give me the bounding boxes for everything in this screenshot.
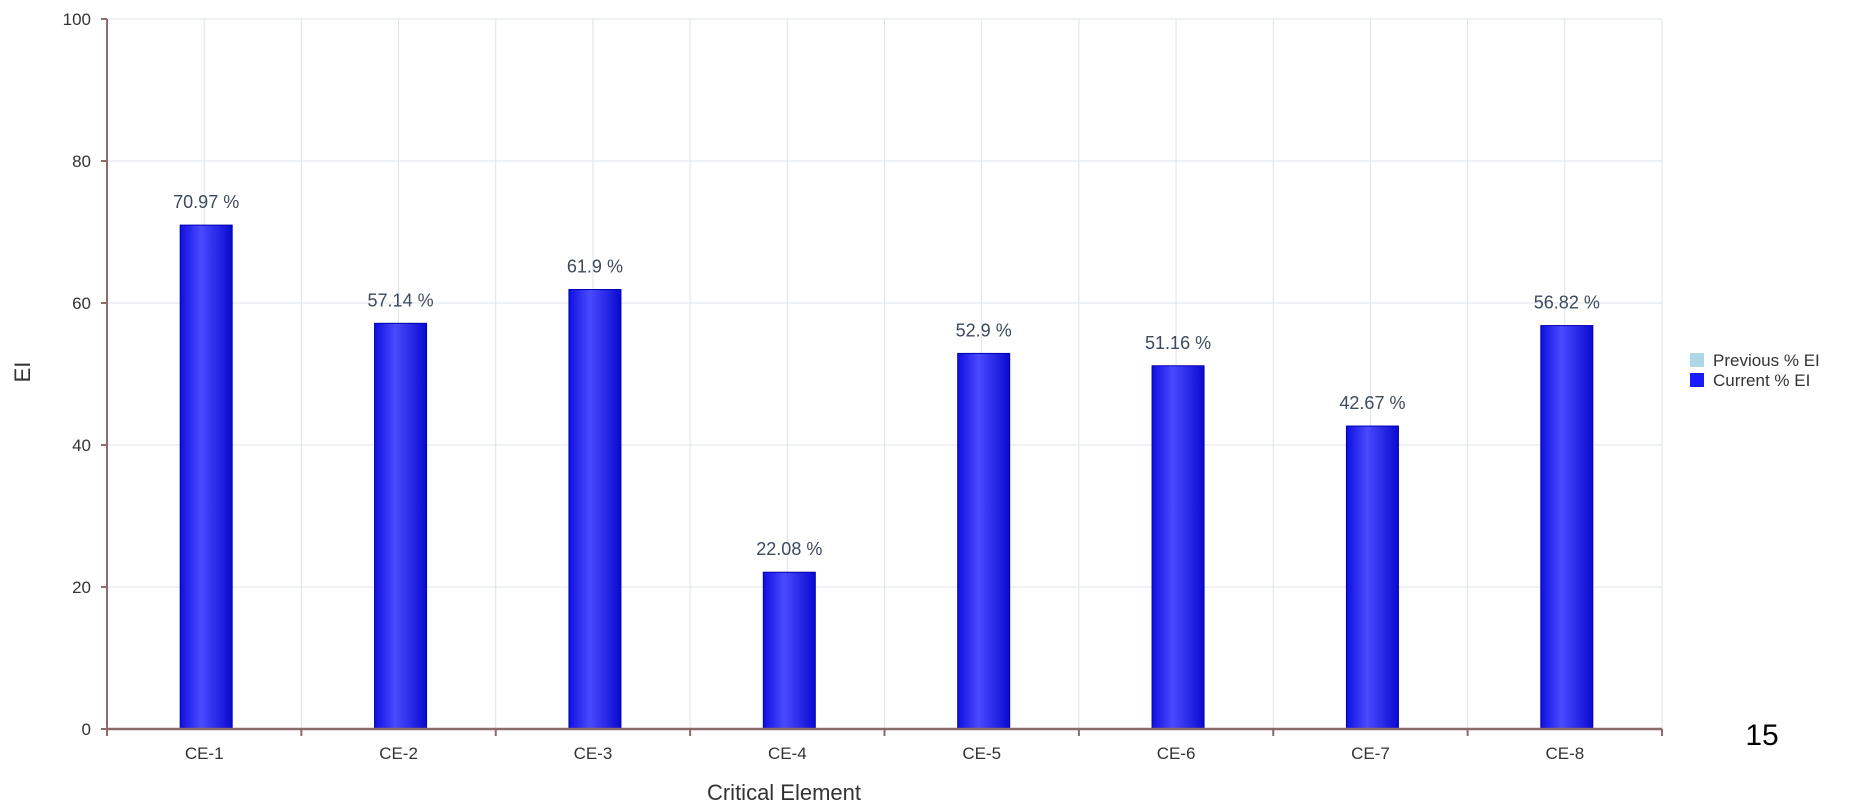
bar-ce-5[interactable] [957,352,1011,730]
y-tick-label: 100 [63,10,91,29]
bar-ce-4[interactable] [762,571,816,730]
data-label-ce-7: 42.67 % [1339,393,1405,413]
data-label-ce-1: 70.97 % [173,192,239,212]
bar-ce-1[interactable] [179,224,233,730]
x-axis-title: Critical Element [707,780,861,804]
bar-ce-3[interactable] [568,289,622,730]
x-tick-label: CE-5 [962,744,1001,763]
legend-label-current: Current % EI [1713,371,1810,390]
legend[interactable]: Previous % EI Current % EI [1690,351,1820,390]
y-tick-label: 0 [82,720,91,739]
bars [179,224,1594,730]
axes: 0 20 40 60 80 100 CE-1 CE-2 CE-3 CE-4 CE-5 CE-6 CE-7… [63,10,1663,763]
bar-ce-6[interactable] [1151,365,1205,730]
bar-ce-7[interactable] [1345,425,1399,730]
data-label-ce-6: 51.16 % [1145,333,1211,353]
x-tick-label: CE-2 [379,744,418,763]
grid-lines [107,18,1663,730]
y-axis-title: EI [10,362,35,383]
x-tick-label: CE-1 [185,744,224,763]
data-label-ce-4: 22.08 % [756,539,822,559]
x-tick-label: CE-8 [1545,744,1584,763]
x-tick-label: CE-6 [1157,744,1196,763]
data-label-ce-2: 57.14 % [368,290,434,310]
y-tick-label: 40 [72,436,91,455]
data-label-ce-8: 56.82 % [1534,293,1600,313]
x-tick-label: CE-7 [1351,744,1390,763]
slide-number: 15 [1745,719,1778,752]
legend-swatch-previous [1690,353,1704,367]
legend-swatch-current [1690,373,1704,387]
bar-ce-2[interactable] [374,322,428,730]
data-label-ce-3: 61.9 % [567,257,623,277]
x-tick-label: CE-4 [768,744,807,763]
data-labels: 70.97 % 57.14 % 61.9 % 22.08 % 52.9 % 51.16 %… [173,192,1600,559]
y-tick-label: 60 [72,294,91,313]
y-tick-label: 20 [72,578,91,597]
bar-ce-8[interactable] [1540,325,1594,730]
data-label-ce-5: 52.9 % [956,320,1012,340]
x-tick-label: CE-3 [574,744,613,763]
legend-label-previous: Previous % EI [1713,351,1820,370]
y-tick-label: 80 [72,152,91,171]
